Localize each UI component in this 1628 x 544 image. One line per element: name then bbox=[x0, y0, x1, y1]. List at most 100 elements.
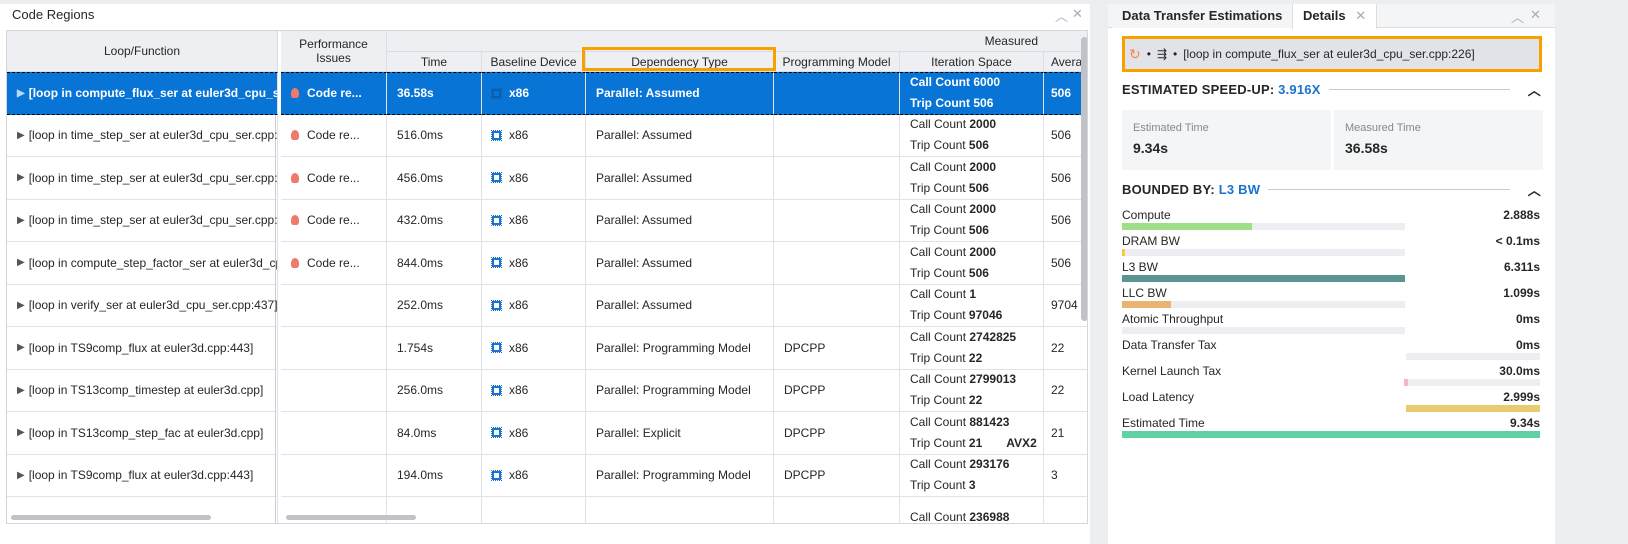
metric-bar-fill bbox=[1122, 223, 1252, 230]
metric-value: 2.999s bbox=[1503, 390, 1540, 404]
device-cell: x86 bbox=[482, 454, 586, 497]
cpu-chip-icon bbox=[491, 172, 502, 184]
header-performance-issues[interactable]: Performance Issues bbox=[281, 31, 387, 72]
breadcrumb-loop[interactable]: [loop in compute_flux_ser at euler3d_cpu… bbox=[1183, 47, 1475, 61]
refresh-loop-icon[interactable]: ↻ bbox=[1129, 45, 1141, 62]
metric-value: 1.099s bbox=[1503, 286, 1540, 300]
metric-row: Compute 2.888s bbox=[1122, 208, 1540, 234]
trip-count: 22 bbox=[968, 393, 983, 408]
lightbulb-icon bbox=[291, 172, 299, 183]
average-cell: 506 bbox=[1044, 200, 1087, 242]
collapse-icon[interactable]: ︿ bbox=[1055, 9, 1069, 24]
device-cell: x86 bbox=[482, 242, 586, 285]
flow-icon[interactable]: ⇶ bbox=[1156, 47, 1167, 61]
header-iteration-space[interactable]: Iteration Space bbox=[900, 52, 1044, 72]
header-loop-function[interactable]: Loop/Function bbox=[7, 31, 278, 72]
metric-bar-fill bbox=[1404, 379, 1408, 386]
loop-cell[interactable]: ▶ [loop in time_step_ser at euler3d_cpu_s… bbox=[7, 157, 278, 200]
bounded-label: BOUNDED BY: bbox=[1122, 182, 1215, 197]
header-baseline-device[interactable]: Baseline Device bbox=[482, 52, 586, 72]
model-cell bbox=[774, 114, 900, 157]
header-time[interactable]: Time bbox=[387, 52, 482, 72]
chevron-up-icon[interactable]: ︿ bbox=[1527, 183, 1541, 198]
metric-bar-track bbox=[1122, 431, 1540, 438]
collapse-icon[interactable]: ︿ bbox=[1511, 10, 1525, 25]
speedup-section-header[interactable]: ESTIMATED SPEED-UP: 3.916X ︿ bbox=[1122, 80, 1541, 99]
iteration-cell: Call Count 293176 Trip Count 3 bbox=[900, 454, 1044, 497]
expand-triangle-icon[interactable]: ▶ bbox=[17, 214, 25, 226]
metric-value: 0ms bbox=[1515, 312, 1540, 326]
cpu-chip-icon bbox=[491, 469, 502, 481]
loop-cell[interactable]: ▶ [loop in TS9comp_flux at euler3d.cpp:44… bbox=[7, 327, 278, 370]
close-icon[interactable]: ✕ bbox=[1355, 8, 1367, 23]
model-cell bbox=[774, 242, 900, 285]
time-cell: 252.0ms bbox=[387, 284, 482, 327]
metric-row: L3 BW 6.311s bbox=[1122, 260, 1540, 286]
tab-data-transfer-estimations[interactable]: Data Transfer Estimations ✕ bbox=[1112, 4, 1313, 28]
tab-details[interactable]: Details ✕ bbox=[1292, 4, 1378, 29]
header-dependency-type[interactable]: Dependency Type bbox=[586, 52, 774, 72]
loop-cell[interactable]: ▶ [loop in verify_ser at euler3d_cpu_ser.… bbox=[7, 284, 278, 327]
loop-cell[interactable]: ▶ [loop in time_step_ser at euler3d_cpu_s… bbox=[7, 114, 278, 157]
expand-triangle-icon[interactable]: ▶ bbox=[17, 299, 25, 311]
time-cell: 516.0ms bbox=[387, 114, 482, 157]
trip-count: 506 bbox=[968, 138, 989, 153]
dependency-cell: Parallel: Programming Model bbox=[586, 454, 774, 497]
loop-cell[interactable]: ▶ [loop in TS9comp_flux at euler3d.cpp:44… bbox=[7, 454, 278, 497]
loop-cell[interactable] bbox=[7, 497, 278, 523]
loop-cell[interactable]: ▶ [loop in compute_step_factor_ser at eul… bbox=[7, 242, 278, 285]
expand-triangle-icon[interactable]: ▶ bbox=[17, 342, 25, 354]
metric-label: Compute bbox=[1122, 208, 1171, 222]
header-programming-model[interactable]: Programming Model bbox=[774, 52, 900, 72]
header-average[interactable]: Average bbox=[1044, 52, 1087, 72]
loop-cell[interactable]: ▶ [loop in TS13comp_timestep at euler3d.c… bbox=[7, 369, 278, 412]
horizontal-scrollbar-right[interactable] bbox=[286, 515, 416, 520]
iteration-cell: Call Count 2799013 Trip Count 22 bbox=[900, 369, 1044, 412]
iteration-cell: Call Count 2000 Trip Count 506 bbox=[900, 242, 1044, 285]
perf-issue[interactable]: Code re... bbox=[307, 255, 360, 270]
call-count-label: Call Count bbox=[910, 329, 967, 344]
expand-triangle-icon[interactable]: ▶ bbox=[17, 427, 25, 439]
perf-issue[interactable]: Code re... bbox=[307, 170, 360, 185]
device-cell: x86 bbox=[482, 369, 586, 412]
loop-cell[interactable]: ▶ [loop in TS13comp_step_fac at euler3d.c… bbox=[7, 412, 278, 455]
chevron-up-icon[interactable]: ︿ bbox=[1527, 83, 1541, 98]
perf-issue[interactable]: Code re... bbox=[307, 213, 360, 228]
perf-cell: Code re... bbox=[281, 114, 387, 157]
perf-issue[interactable]: Code re... bbox=[307, 86, 362, 101]
average-cell: 3 bbox=[1044, 455, 1087, 497]
card-value: 36.58s bbox=[1345, 140, 1388, 156]
close-icon[interactable]: ✕ bbox=[1530, 7, 1541, 22]
horizontal-scrollbar-left[interactable] bbox=[11, 515, 211, 520]
perf-cell: Code re... bbox=[281, 199, 387, 242]
expand-triangle-icon[interactable]: ▶ bbox=[17, 257, 25, 269]
average-cell: 506 bbox=[1044, 72, 1087, 115]
expand-triangle-icon[interactable]: ▶ bbox=[17, 469, 25, 481]
device-cell: x86 bbox=[482, 327, 586, 370]
expand-triangle-icon[interactable]: ▶ bbox=[17, 129, 25, 141]
expand-triangle-icon[interactable]: ▶ bbox=[17, 384, 25, 396]
expand-triangle-icon[interactable]: ▶ bbox=[17, 172, 25, 184]
model-cell bbox=[774, 284, 900, 327]
metric-row: LLC BW 1.099s bbox=[1122, 286, 1540, 312]
vertical-scrollbar[interactable] bbox=[1081, 37, 1087, 321]
dependency-cell bbox=[586, 497, 774, 523]
trip-count-label: Trip Count bbox=[910, 435, 966, 450]
bounded-by-section-header[interactable]: BOUNDED BY: L3 BW ︿ bbox=[1122, 180, 1541, 199]
metric-label: Data Transfer Tax bbox=[1122, 338, 1217, 352]
perf-cell bbox=[281, 454, 387, 497]
dependency-cell: Parallel: Programming Model bbox=[586, 369, 774, 412]
call-count-label: Call Count bbox=[910, 75, 970, 90]
metric-row: Atomic Throughput 0ms bbox=[1122, 312, 1540, 338]
metric-label: DRAM BW bbox=[1122, 234, 1180, 248]
close-icon[interactable]: ✕ bbox=[1072, 6, 1083, 21]
loop-cell[interactable]: ▶ [loop in compute_flux_ser at euler3d_cp… bbox=[7, 72, 278, 115]
tab-label: Data Transfer Estimations bbox=[1122, 8, 1283, 23]
call-count: 881423 bbox=[969, 414, 1010, 429]
perf-issue[interactable]: Code re... bbox=[307, 128, 360, 143]
loop-cell[interactable]: ▶ [loop in time_step_ser at euler3d_cpu_s… bbox=[7, 199, 278, 242]
trip-count-label: Trip Count bbox=[910, 478, 966, 493]
highlight-dependency-type bbox=[582, 47, 776, 71]
trip-count-label: Trip Count bbox=[910, 308, 966, 323]
expand-triangle-icon[interactable]: ▶ bbox=[17, 87, 25, 99]
